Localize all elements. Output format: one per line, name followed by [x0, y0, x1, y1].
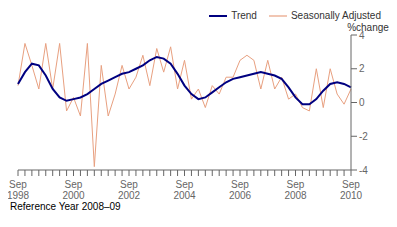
svg-text:Sep2006: Sep2006: [229, 179, 252, 200]
svg-text:Sep2008: Sep2008: [284, 179, 307, 200]
svg-text:Sep2002: Sep2002: [118, 179, 141, 200]
html-text:Reference Year 2008–09: Reference Year 2008–09: [10, 201, 121, 212]
svg-text:Sep2000: Sep2000: [62, 179, 85, 200]
svg-text:0: 0: [359, 97, 365, 108]
svg-text:Sep2010: Sep2010: [340, 179, 363, 200]
svg-text:Sep2004: Sep2004: [173, 179, 196, 200]
svg-text:-2: -2: [359, 131, 368, 142]
html-text:Seasonally Adjusted: Seasonally Adjusted: [290, 10, 381, 21]
svg-text:-4: -4: [359, 165, 368, 176]
svg-text:%change: %change: [347, 22, 389, 33]
html-text:Trend: Trend: [231, 10, 257, 21]
svg-text:2: 2: [359, 63, 365, 74]
svg-text:4: 4: [359, 29, 365, 41]
svg-text:Sep1998: Sep1998: [8, 179, 30, 200]
